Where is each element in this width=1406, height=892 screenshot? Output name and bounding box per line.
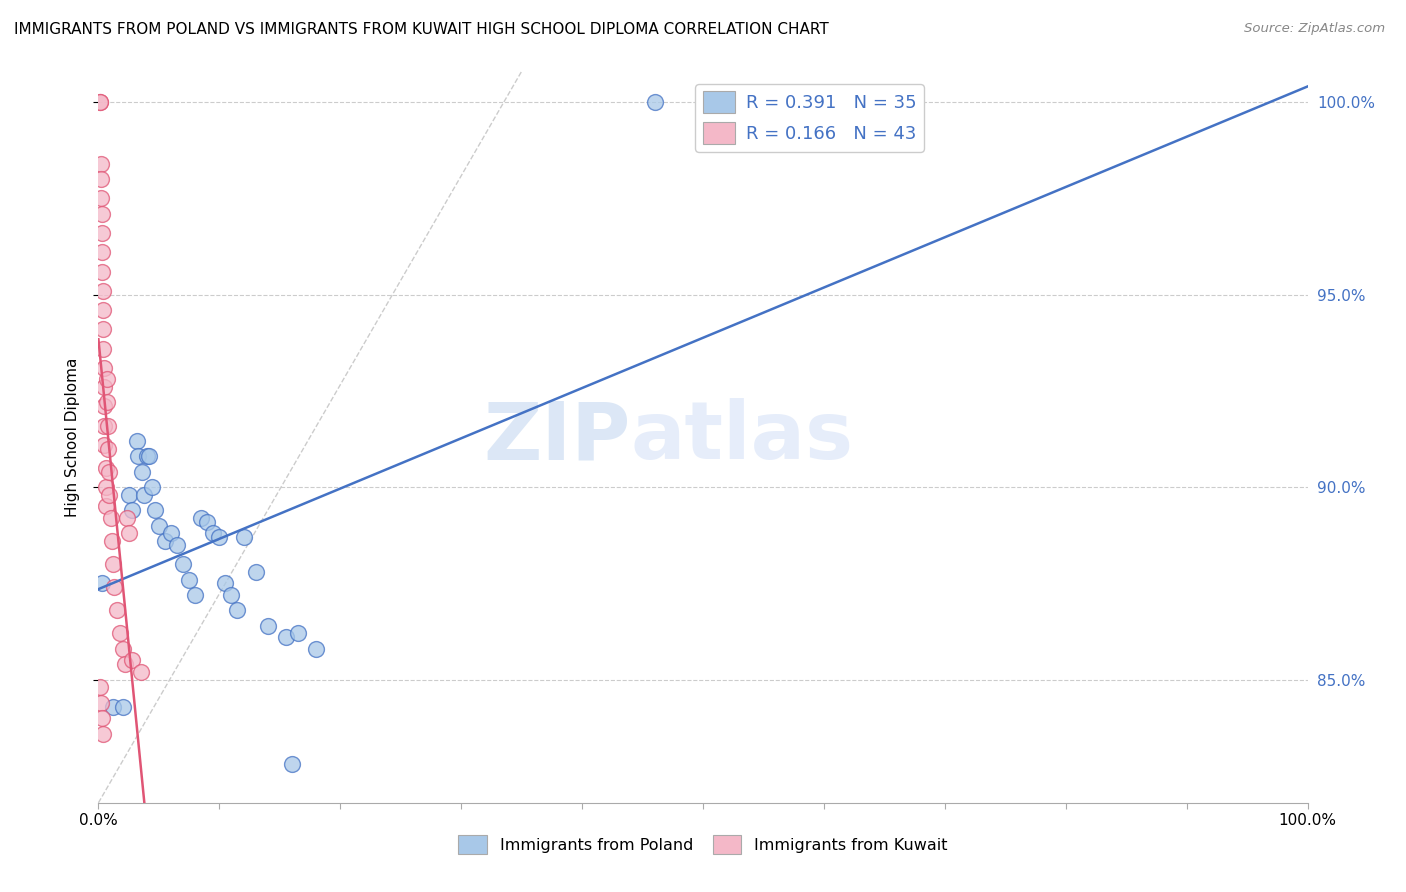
Point [90,172,112,186]
Point [644,95,666,110]
Point [91,576,114,591]
Point [90,191,112,205]
Point [89,681,111,695]
Point [100,534,122,549]
Point [94,500,117,514]
Text: Source: ZipAtlas.com: Source: ZipAtlas.com [1244,22,1385,36]
Point [117,511,139,525]
Point [91,322,114,336]
Point [121,503,143,517]
Point [96,395,118,409]
Point [190,511,212,525]
Point [105,603,128,617]
Point [98,465,121,479]
Point [97,418,120,433]
Point [101,557,124,571]
Point [127,434,149,448]
Point [111,641,134,656]
Point [127,450,149,464]
Point [134,488,156,502]
Point [91,726,114,740]
Point [148,518,170,533]
Point [160,526,183,541]
Point [100,511,122,525]
Point [94,461,117,475]
Point [121,653,143,667]
Point [96,372,118,386]
Point [103,580,125,594]
Point [153,534,176,549]
Point [93,360,115,375]
Text: ZIP: ZIP [484,398,630,476]
Point [202,526,225,541]
Point [91,207,114,221]
Point [118,488,141,502]
Y-axis label: High School Diploma: High School Diploma [65,358,80,516]
Point [172,557,194,571]
Point [143,503,166,517]
Point [131,465,153,479]
Point [245,565,267,579]
Point [91,284,114,298]
Point [108,626,131,640]
Point [93,418,115,433]
Point [214,576,236,591]
Point [91,711,114,725]
Point [195,515,218,529]
Point [166,538,188,552]
Point [91,245,114,260]
Point [221,588,243,602]
Point [90,157,112,171]
Point [135,450,157,464]
Point [118,526,141,541]
Point [232,530,254,544]
Point [274,630,297,644]
Point [94,480,117,494]
Point [93,438,115,452]
Point [129,665,152,679]
Point [184,588,207,602]
Point [305,641,328,656]
Point [90,696,112,710]
Point [138,450,160,464]
Point [91,342,114,356]
Point [179,573,201,587]
Point [101,699,124,714]
Point [208,530,231,544]
Point [89,95,111,110]
Point [256,618,278,632]
Legend: Immigrants from Poland, Immigrants from Kuwait: Immigrants from Poland, Immigrants from … [453,829,953,861]
Point [281,757,304,772]
Text: IMMIGRANTS FROM POLAND VS IMMIGRANTS FROM KUWAIT HIGH SCHOOL DIPLOMA CORRELATION: IMMIGRANTS FROM POLAND VS IMMIGRANTS FRO… [14,22,828,37]
Point [226,603,249,617]
Point [97,442,120,456]
Text: atlas: atlas [630,398,853,476]
Point [114,657,136,672]
Point [93,399,115,413]
Point [98,488,121,502]
Point [287,626,309,640]
Point [89,95,111,110]
Point [91,303,114,318]
Point [91,264,114,278]
Point [141,480,163,494]
Point [91,226,114,240]
Point [111,699,134,714]
Point [93,380,115,394]
